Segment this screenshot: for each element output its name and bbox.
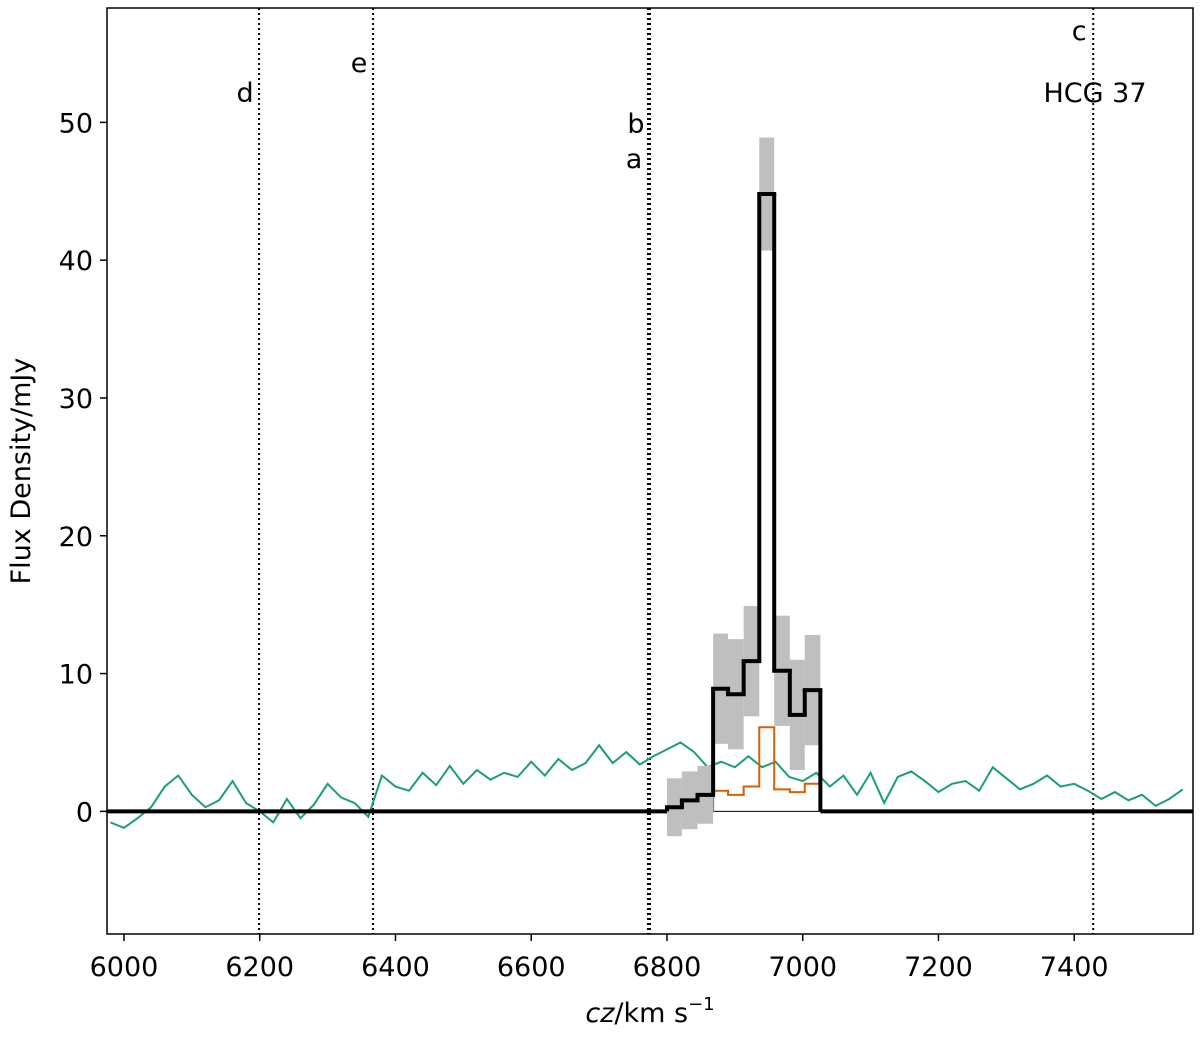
y-tick-label: 40	[59, 246, 93, 277]
x-tick-label: 6600	[497, 952, 566, 983]
annotation: HCG 37	[1043, 78, 1146, 109]
galaxy-label: c	[1072, 16, 1087, 47]
x-tick-label: 6800	[633, 952, 702, 983]
galaxy-label: a	[626, 144, 643, 175]
galaxy-label: b	[627, 109, 644, 140]
plot-frame	[106, 7, 1194, 935]
spectrum-line	[110, 741, 1184, 830]
x-label-exp: −1	[688, 994, 715, 1015]
x-axis-label: cz/km s−1	[585, 994, 714, 1029]
y-tick-label: 0	[76, 797, 93, 828]
y-tick-label: 50	[59, 108, 93, 139]
y-tick-label: 30	[59, 384, 93, 415]
galaxy-label: d	[236, 78, 253, 109]
x-tick-label: 6200	[225, 952, 294, 983]
x-label-unit: /km s	[614, 998, 688, 1029]
x-tick-label: 6400	[361, 952, 430, 983]
galaxy-label: e	[351, 48, 368, 79]
x-tick-label: 7000	[768, 952, 837, 983]
x-tick-label: 7400	[1040, 952, 1109, 983]
x-label-var: cz	[585, 998, 615, 1029]
y-axis-label: Flux Density/mJy	[6, 358, 37, 585]
y-tick-label: 10	[59, 660, 93, 691]
x-tick-label: 6000	[90, 952, 159, 983]
y-tick-label: 20	[59, 522, 93, 553]
x-tick-label: 7200	[904, 952, 973, 983]
plot-area	[107, 8, 1193, 934]
